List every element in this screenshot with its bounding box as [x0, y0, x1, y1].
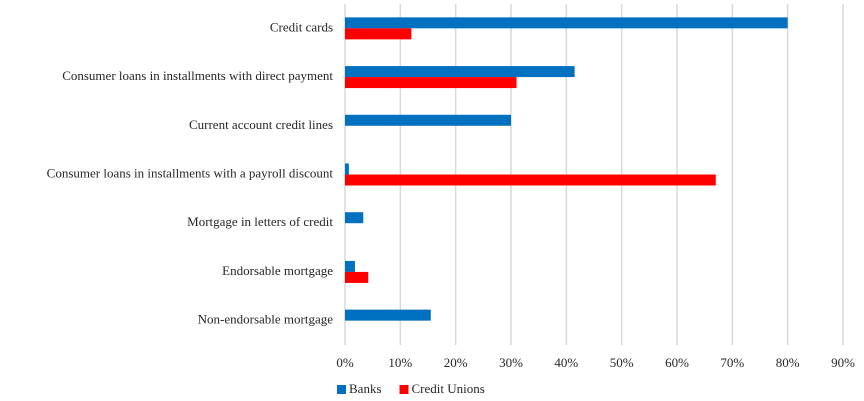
bar — [345, 260, 355, 272]
x-tick-label: 40% — [554, 355, 578, 370]
bar — [345, 309, 431, 321]
bar — [345, 28, 412, 40]
bar — [345, 212, 364, 224]
x-tick-label: 30% — [499, 355, 523, 370]
y-tick-label: Mortgage in letters of credit — [187, 214, 333, 229]
bar — [345, 163, 349, 175]
y-tick-label: Non-endorsable mortgage — [198, 312, 334, 327]
x-tick-label: 10% — [388, 355, 412, 370]
bar — [345, 77, 517, 89]
y-tick-label: Current account credit lines — [189, 117, 333, 132]
x-tick-label: 50% — [610, 355, 634, 370]
legend-swatch — [399, 385, 409, 394]
x-tick-label: 0% — [336, 355, 354, 370]
x-tick-label: 70% — [720, 355, 744, 370]
y-tick-label: Endorsable mortgage — [222, 263, 333, 278]
bar — [345, 114, 511, 126]
x-tick-label: 60% — [665, 355, 689, 370]
y-tick-label: Credit cards — [270, 19, 333, 34]
bar — [345, 271, 369, 283]
x-tick-label: 20% — [444, 355, 468, 370]
bar — [345, 174, 716, 186]
y-tick-label: Consumer loans in installments with dire… — [62, 68, 333, 83]
legend-label: Banks — [349, 381, 382, 396]
x-tick-label: 90% — [831, 355, 855, 370]
bar — [345, 17, 788, 29]
legend-label: Credit Unions — [412, 381, 485, 396]
bar — [345, 66, 575, 78]
x-tick-label: 80% — [776, 355, 800, 370]
y-tick-label: Consumer loans in installments with a pa… — [47, 165, 334, 180]
legend-swatch — [337, 385, 346, 394]
